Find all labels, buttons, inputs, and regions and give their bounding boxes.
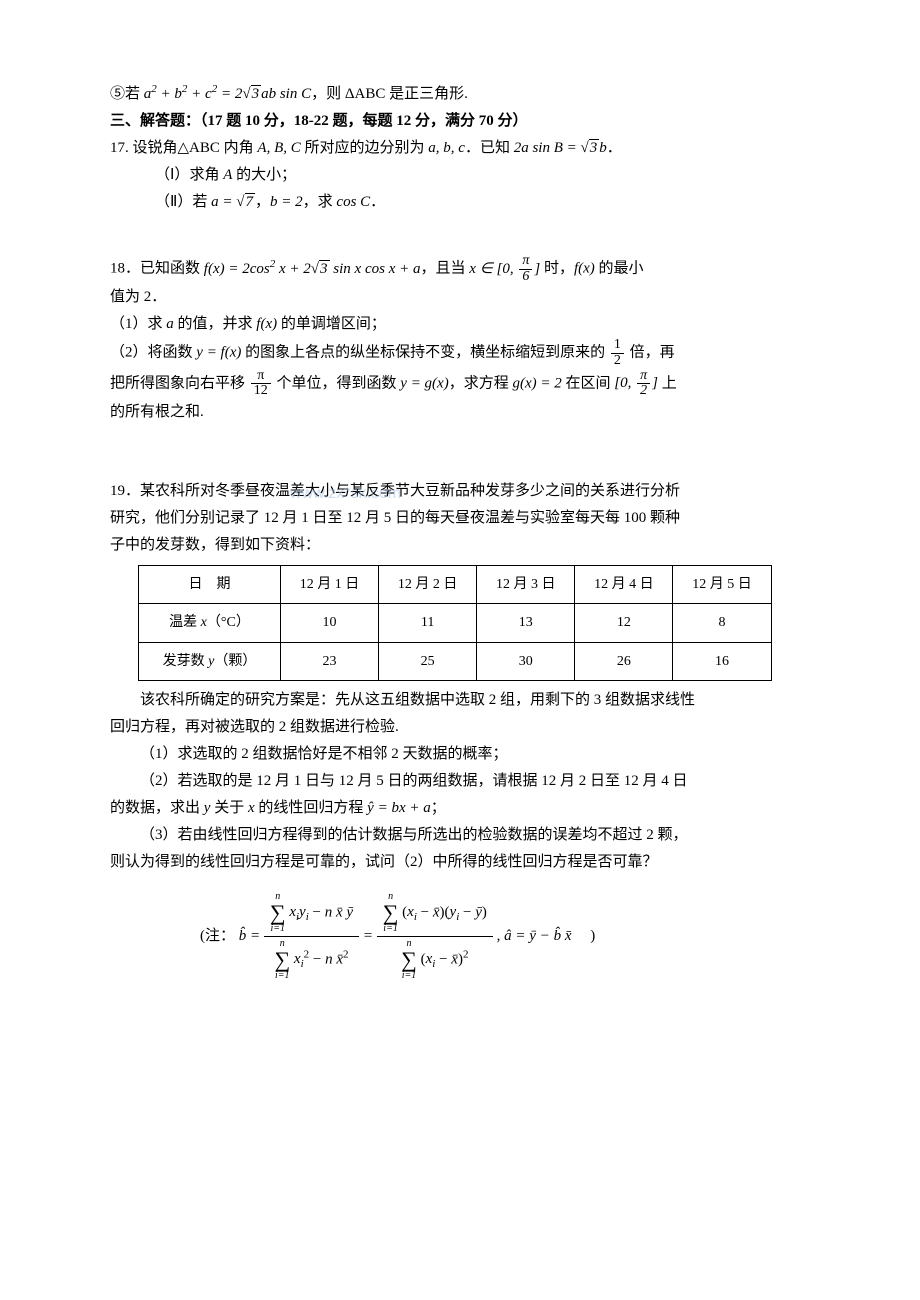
ahat-tail: , â = ȳ − b̂ x̄: [497, 928, 572, 944]
q19-part3-line2: 则认为得到的线性回归方程是可靠的，试问（2）中所得的线性回归方程是否可靠？: [110, 849, 830, 876]
q17-stem: 17. 设锐角△ABC 内角 A, B, C 所对应的边分别为 a, b, c．…: [110, 135, 830, 162]
q18-part2-line2: 把所得图象向右平移 π12 个单位，得到函数 y = g(x)，求方程 g(x)…: [110, 369, 830, 399]
q19-stem-line2: 研究，他们分别记录了 12 月 1 日至 12 月 5 日的每天昼夜温差与实验室…: [110, 505, 830, 532]
row1-label: 温差 x（°C）: [169, 615, 250, 630]
table-row: 发芽数 y（颗） 23 25 30 26 16: [139, 642, 772, 680]
q17-eq: 2a sin B = √3b: [514, 140, 607, 156]
q18-fx: f(x) = 2cos2 x + 2√3 sin x cos x + a: [204, 261, 421, 277]
q19-reg-eq: ŷ = bx + a: [367, 800, 431, 816]
q19-stem-line1: 19．某农科所对冬季昼夜温差大小与某反季节大豆新品种发芽多少之间的关系进行分析 …: [110, 478, 830, 505]
eq-s5: a2 + b2 + c2 = 2√3ab sin C: [144, 86, 311, 102]
q19-part1: （1）求选取的 2 组数据恰好是不相邻 2 天数据的概率；: [110, 741, 830, 768]
table-header-row: 日 期 12 月 1 日 12 月 2 日 12 月 3 日 12 月 4 日 …: [139, 566, 772, 604]
q17-part2: （Ⅱ）若 a = √7，b = 2，求 cos C．: [110, 189, 830, 216]
q19-part3-line1: （3）若由线性回归方程得到的估计数据与所选出的检验数据的误差均不超过 2 颗，: [110, 822, 830, 849]
q19-after-line1: 该农科所确定的研究方案是：先从这五组数据中选取 2 组，用剩下的 3 组数据求线…: [110, 687, 830, 714]
q19-part2-line2: 的数据，求出 y 关于 x 的线性回归方程 ŷ = bx + a；: [110, 795, 830, 822]
q19-part2-line1: （2）若选取的是 12 月 1 日与 12 月 5 日的两组数据，请根据 12 …: [110, 768, 830, 795]
statement-5: ⑤若 a2 + b2 + c2 = 2√3ab sin C，则 ΔABC 是正三…: [110, 80, 830, 108]
q19-data-table: 日 期 12 月 1 日 12 月 2 日 12 月 3 日 12 月 4 日 …: [138, 565, 772, 681]
table-row: 温差 x（°C） 10 11 13 12 8: [139, 604, 772, 642]
q18-part1: （1）求 a 的值，并求 f(x) 的单调增区间；: [110, 311, 830, 338]
section-3-header: 三、解答题：（17 题 10 分，18-22 题，每题 12 分，满分 70 分…: [110, 108, 830, 135]
formula-frac-2: n∑i=1 (xi − x̄)(yi − ȳ) n∑i=1 (xi − x̄)2: [377, 890, 493, 983]
q18-stem-line2: 值为 2．: [110, 284, 830, 311]
q19-after-line2: 回归方程，再对被选取的 2 组数据进行检验.: [110, 714, 830, 741]
th-date: 日 期: [139, 566, 281, 604]
bhat-label: b̂ =: [239, 928, 264, 944]
circle-5: ⑤: [110, 86, 125, 102]
q19-stem-line3: 子中的发芽数，得到如下资料：: [110, 532, 830, 559]
q18-stem-line1: 18．已知函数 f(x) = 2cos2 x + 2√3 sin x cos x…: [110, 254, 830, 284]
q17-part1: （Ⅰ）求角 A 的大小；: [110, 162, 830, 189]
q18-part2-line3: 的所有根之和.: [110, 399, 830, 426]
formula-frac-1: n∑i=1 xiyi − n x̄ ȳ n∑i=1 xi2 − n x̄2: [264, 890, 359, 983]
q18-part2-line1: （2）将函数 y = f(x) 的图象上各点的纵坐标保持不变，横坐标缩短到原来的…: [110, 338, 830, 368]
q19-note-formula: (注： b̂ = n∑i=1 xiyi − n x̄ ȳ n∑i=1 xi2 −…: [110, 890, 830, 983]
row2-label: 发芽数 y（颗）: [163, 654, 257, 669]
